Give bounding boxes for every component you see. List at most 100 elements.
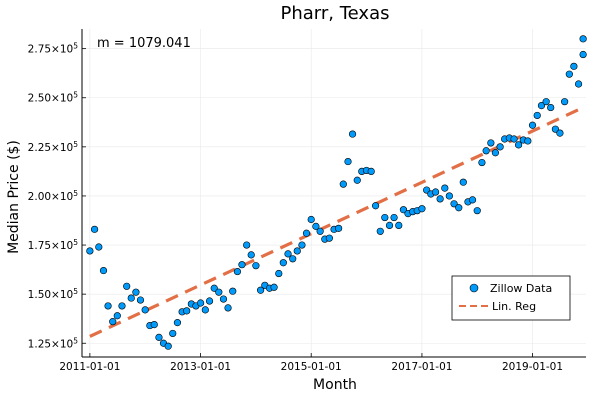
data-point: [109, 318, 117, 326]
data-point: [344, 157, 352, 166]
data-point: [219, 295, 228, 303]
data-point: [118, 302, 126, 310]
data-point: [353, 176, 361, 184]
data-point: [205, 297, 214, 305]
data-point: [293, 247, 301, 255]
y-tick-label: 1.75×105: [28, 238, 79, 252]
data-point: [459, 178, 467, 186]
data-point: [431, 188, 440, 196]
data-point: [141, 306, 149, 314]
data-point: [275, 269, 283, 278]
data-point: [99, 266, 108, 275]
legend: Zillow Data Lin. Reg: [451, 275, 571, 321]
data-point: [376, 227, 384, 235]
y-tick-label: 2.00×105: [28, 189, 79, 203]
data-point: [528, 121, 537, 129]
data-point: [339, 180, 347, 188]
data-point: [491, 149, 500, 157]
data-point: [243, 241, 251, 249]
data-point: [312, 222, 320, 230]
data-point: [169, 329, 177, 338]
data-point: [537, 101, 546, 110]
data-point: [436, 195, 444, 203]
data-point: [395, 221, 403, 230]
y-tick-label: 2.50×105: [28, 91, 79, 105]
data-point: [132, 288, 140, 296]
data-point: [150, 320, 158, 329]
data-point: [298, 241, 306, 249]
y-tick-label: 1.50×105: [28, 287, 79, 301]
data-point: [556, 129, 564, 137]
data-point: [257, 286, 265, 294]
data-point: [136, 296, 145, 304]
legend-label-zillow: Zillow Data: [490, 282, 552, 295]
axis-frame: [81, 29, 586, 358]
data-point: [164, 342, 172, 350]
data-point: [570, 62, 578, 70]
data-point: [224, 304, 232, 312]
data-point: [215, 288, 223, 296]
chart-title: Pharr, Texas: [281, 3, 390, 24]
data-point: [284, 250, 292, 258]
legend-marker-zillow: [469, 283, 479, 293]
legend-box: [451, 275, 571, 321]
data-point: [233, 267, 242, 276]
data-point: [441, 184, 449, 192]
y-axis-ticks: 1.25×105 1.50×105 1.75×105 2.00×105 2.25×105…: [28, 42, 86, 350]
data-point: [289, 255, 297, 263]
x-axis-label: Month: [313, 377, 357, 393]
data-point: [335, 224, 343, 232]
data-point: [86, 247, 94, 255]
data-point: [390, 213, 398, 222]
x-tick-label: 2017-01-01: [391, 361, 452, 373]
data-point: [551, 125, 559, 133]
data-point: [524, 137, 532, 145]
x-axis-ticks: 2011-01-01 2013-01-01 2015-01-01 2017-01-01…: [59, 353, 563, 373]
data-point: [173, 319, 182, 327]
data-point: [123, 282, 131, 290]
data-point: [445, 192, 453, 200]
data-point: [399, 206, 408, 214]
data-point: [279, 259, 287, 267]
data-point: [325, 234, 333, 242]
data-point: [418, 205, 426, 213]
data-point: [385, 221, 394, 230]
x-tick-label: 2019-01-01: [502, 361, 563, 373]
scatter-points: [86, 35, 587, 350]
data-point: [316, 227, 324, 235]
data-point: [197, 299, 205, 307]
data-point: [510, 135, 518, 143]
data-point: [127, 294, 135, 302]
data-point: [579, 35, 587, 43]
data-point: [307, 215, 315, 224]
data-point: [561, 98, 569, 106]
data-point: [381, 213, 389, 222]
y-tick-label: 1.25×105: [28, 336, 79, 350]
data-point: [348, 130, 357, 138]
data-point: [247, 251, 255, 259]
data-point: [90, 225, 99, 233]
data-point: [478, 158, 486, 167]
legend-label-linreg: Lin. Reg: [492, 300, 536, 313]
data-point: [482, 147, 490, 155]
data-point: [579, 50, 587, 59]
data-point: [201, 306, 209, 314]
data-point: [229, 287, 237, 295]
x-tick-label: 2011-01-01: [59, 361, 120, 373]
data-point: [487, 139, 495, 147]
x-tick-label: 2015-01-01: [281, 361, 342, 373]
y-tick-label: 2.75×105: [28, 42, 79, 56]
data-point: [95, 243, 103, 251]
data-point: [468, 196, 477, 204]
data-point: [367, 167, 375, 175]
data-point: [574, 80, 583, 88]
slope-annotation: m = 1079.041: [97, 36, 191, 51]
data-point: [238, 261, 246, 269]
data-point: [113, 312, 121, 320]
data-point: [533, 111, 541, 120]
data-point: [547, 103, 555, 112]
data-point: [473, 207, 481, 215]
y-axis-label: Median Price ($): [6, 140, 22, 254]
